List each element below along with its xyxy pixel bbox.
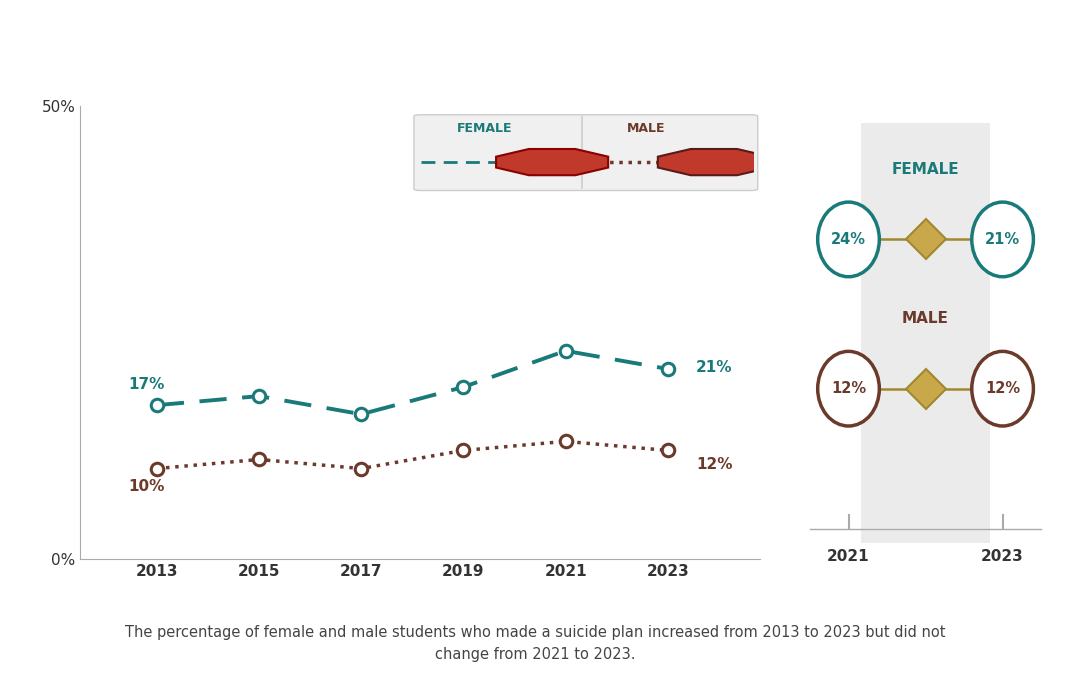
Text: 2021: 2021 — [827, 549, 870, 564]
Text: 10%: 10% — [128, 480, 165, 494]
Text: 12%: 12% — [985, 381, 1020, 397]
Ellipse shape — [817, 351, 880, 426]
Text: 10-Year Trend by Sex: 10-Year Trend by Sex — [271, 36, 516, 56]
Text: MALE: MALE — [627, 123, 666, 135]
Text: 21%: 21% — [696, 359, 732, 375]
Text: FEMALE: FEMALE — [891, 162, 960, 177]
Text: 21%: 21% — [985, 232, 1020, 247]
Text: FEMALE: FEMALE — [457, 123, 513, 135]
FancyBboxPatch shape — [861, 123, 990, 543]
Polygon shape — [496, 149, 608, 175]
Ellipse shape — [817, 202, 880, 276]
FancyBboxPatch shape — [414, 115, 758, 191]
Ellipse shape — [972, 351, 1034, 426]
Text: MALE: MALE — [902, 311, 949, 327]
Text: 24%: 24% — [831, 232, 866, 247]
Text: The percentage of female and male students who made a suicide plan increased fro: The percentage of female and male studen… — [125, 624, 945, 662]
Text: 2-Year Change
by Sex: 2-Year Change by Sex — [844, 23, 1012, 69]
Text: 12%: 12% — [696, 456, 732, 471]
Text: 17%: 17% — [128, 377, 165, 392]
Polygon shape — [658, 149, 770, 175]
Ellipse shape — [972, 202, 1034, 276]
Text: 2023: 2023 — [981, 549, 1024, 564]
Text: 12%: 12% — [831, 381, 866, 397]
